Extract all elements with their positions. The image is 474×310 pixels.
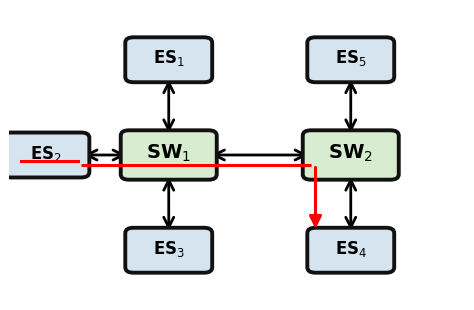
FancyBboxPatch shape bbox=[307, 228, 394, 273]
Text: ES$_3$: ES$_3$ bbox=[153, 239, 185, 259]
Text: SW$_2$: SW$_2$ bbox=[328, 143, 373, 164]
Text: ES$_4$: ES$_4$ bbox=[335, 239, 367, 259]
FancyBboxPatch shape bbox=[2, 133, 89, 177]
FancyBboxPatch shape bbox=[303, 130, 399, 180]
FancyBboxPatch shape bbox=[125, 37, 212, 82]
FancyBboxPatch shape bbox=[125, 228, 212, 273]
Text: ES$_1$: ES$_1$ bbox=[153, 48, 185, 68]
Text: SW$_1$: SW$_1$ bbox=[146, 143, 191, 164]
FancyBboxPatch shape bbox=[307, 37, 394, 82]
Text: ES$_5$: ES$_5$ bbox=[335, 48, 367, 68]
Text: ES$_2$: ES$_2$ bbox=[30, 144, 62, 163]
FancyBboxPatch shape bbox=[121, 130, 217, 180]
